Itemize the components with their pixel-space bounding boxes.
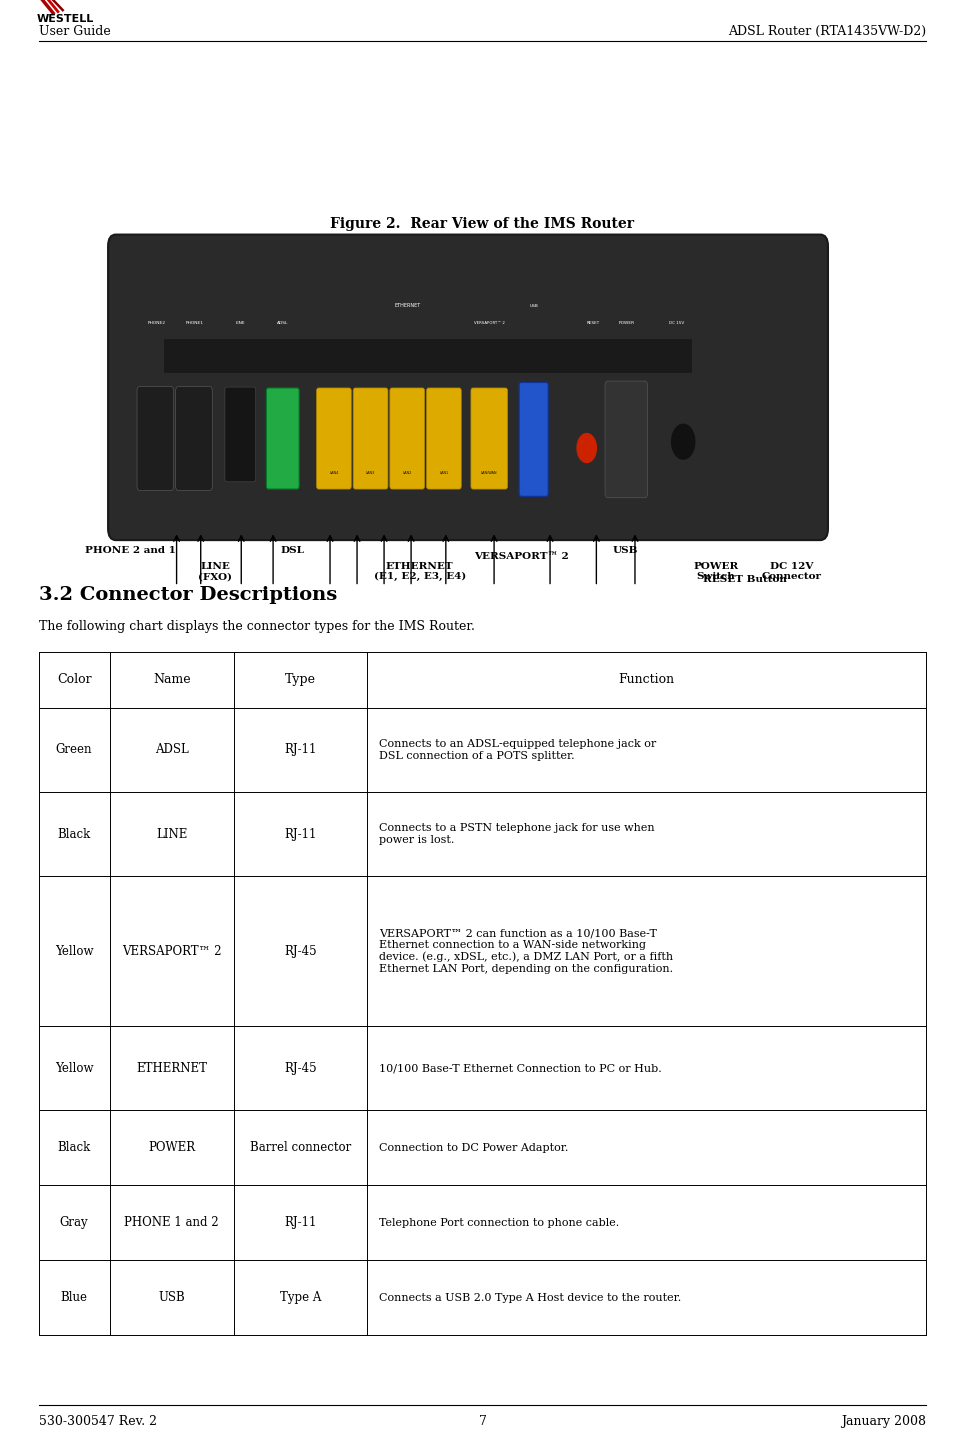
Text: Black: Black bbox=[58, 828, 91, 841]
Text: Color: Color bbox=[57, 673, 92, 686]
Text: Function: Function bbox=[619, 673, 675, 686]
Text: RJ-45: RJ-45 bbox=[284, 1061, 317, 1074]
Text: Connection to DC Power Adaptor.: Connection to DC Power Adaptor. bbox=[378, 1142, 568, 1153]
Text: DC 12V
Connector: DC 12V Connector bbox=[761, 562, 821, 581]
FancyBboxPatch shape bbox=[605, 381, 648, 498]
Text: RJ-11: RJ-11 bbox=[285, 828, 317, 841]
Text: LAN1: LAN1 bbox=[439, 471, 449, 475]
FancyBboxPatch shape bbox=[390, 388, 425, 489]
Text: POWER: POWER bbox=[149, 1141, 195, 1154]
Text: Type A: Type A bbox=[280, 1292, 321, 1305]
Text: ADSL Router (RTA1435VW-D2): ADSL Router (RTA1435VW-D2) bbox=[729, 26, 926, 38]
FancyBboxPatch shape bbox=[266, 388, 299, 489]
Text: The following chart displays the connector types for the IMS Router.: The following chart displays the connect… bbox=[39, 620, 475, 633]
Circle shape bbox=[577, 433, 596, 462]
Text: LAN3: LAN3 bbox=[366, 471, 375, 475]
Text: USB: USB bbox=[613, 546, 638, 555]
Text: Green: Green bbox=[56, 743, 93, 756]
Text: LAN4: LAN4 bbox=[329, 471, 339, 475]
Text: PHONE1: PHONE1 bbox=[186, 321, 204, 326]
Text: Telephone Port connection to phone cable.: Telephone Port connection to phone cable… bbox=[378, 1218, 619, 1228]
Text: PHONE 2 and 1: PHONE 2 and 1 bbox=[85, 546, 176, 555]
Text: LAN2: LAN2 bbox=[402, 471, 412, 475]
Text: VERSAPORT™ 2 can function as a 10/100 Base-T
Ethernet connection to a WAN-side n: VERSAPORT™ 2 can function as a 10/100 Ba… bbox=[378, 928, 673, 975]
Text: ETHERNET: ETHERNET bbox=[394, 303, 421, 308]
Text: User Guide: User Guide bbox=[39, 26, 110, 38]
Text: RESET Button: RESET Button bbox=[703, 575, 786, 584]
Text: 7: 7 bbox=[479, 1416, 486, 1428]
Text: VERSAPORT™ 2: VERSAPORT™ 2 bbox=[474, 552, 568, 560]
Text: Yellow: Yellow bbox=[55, 944, 94, 957]
Text: Name: Name bbox=[153, 673, 190, 686]
Text: Figure 2.  Rear View of the IMS Router: Figure 2. Rear View of the IMS Router bbox=[330, 217, 635, 232]
Text: ETHERNET: ETHERNET bbox=[136, 1061, 207, 1074]
Text: LINE: LINE bbox=[156, 828, 187, 841]
FancyBboxPatch shape bbox=[176, 387, 212, 491]
Text: 10/100 Base-T Ethernet Connection to PC or Hub.: 10/100 Base-T Ethernet Connection to PC … bbox=[378, 1063, 661, 1073]
Text: RJ-11: RJ-11 bbox=[285, 1216, 317, 1229]
Text: ADSL: ADSL bbox=[155, 743, 188, 756]
FancyBboxPatch shape bbox=[471, 388, 508, 489]
Text: Connects to an ADSL-equipped telephone jack or
DSL connection of a POTS splitter: Connects to an ADSL-equipped telephone j… bbox=[378, 738, 656, 760]
FancyBboxPatch shape bbox=[427, 388, 461, 489]
Circle shape bbox=[672, 424, 695, 459]
Text: PHONE2: PHONE2 bbox=[148, 321, 165, 326]
Text: 3.2 Connector Descriptions: 3.2 Connector Descriptions bbox=[39, 586, 337, 604]
Text: VERSAPORT™ 2: VERSAPORT™ 2 bbox=[474, 321, 505, 326]
FancyBboxPatch shape bbox=[353, 388, 388, 489]
Text: 530-300547 Rev. 2: 530-300547 Rev. 2 bbox=[39, 1416, 156, 1428]
Text: Barrel connector: Barrel connector bbox=[250, 1141, 351, 1154]
Text: Type: Type bbox=[285, 673, 316, 686]
Text: RJ-11: RJ-11 bbox=[285, 743, 317, 756]
Text: Connects a USB 2.0 Type A Host device to the router.: Connects a USB 2.0 Type A Host device to… bbox=[378, 1293, 681, 1303]
Text: ADSL: ADSL bbox=[277, 321, 289, 326]
Text: DSL: DSL bbox=[281, 546, 304, 555]
FancyBboxPatch shape bbox=[317, 388, 351, 489]
Text: Connects to a PSTN telephone jack for use when
power is lost.: Connects to a PSTN telephone jack for us… bbox=[378, 824, 654, 846]
Text: PHONE 1 and 2: PHONE 1 and 2 bbox=[124, 1216, 219, 1229]
Bar bbox=[164, 339, 693, 374]
Text: LINE: LINE bbox=[235, 321, 245, 326]
Text: USB: USB bbox=[158, 1292, 185, 1305]
Text: LAN/WAN: LAN/WAN bbox=[481, 471, 498, 475]
Text: Blue: Blue bbox=[61, 1292, 88, 1305]
Text: POWER: POWER bbox=[619, 321, 634, 326]
FancyBboxPatch shape bbox=[137, 387, 174, 491]
Text: Black: Black bbox=[58, 1141, 91, 1154]
Text: ETHERNET
(E1, E2, E3, E4): ETHERNET (E1, E2, E3, E4) bbox=[373, 562, 466, 582]
Text: RESET: RESET bbox=[587, 321, 600, 326]
Text: USB: USB bbox=[529, 304, 538, 308]
FancyBboxPatch shape bbox=[108, 235, 828, 540]
Text: LINE
(FXO): LINE (FXO) bbox=[198, 562, 233, 581]
FancyBboxPatch shape bbox=[225, 387, 256, 482]
Text: WESTELL: WESTELL bbox=[37, 14, 94, 25]
Text: POWER
Switch: POWER Switch bbox=[694, 562, 738, 581]
Text: VERSAPORT™ 2: VERSAPORT™ 2 bbox=[122, 944, 222, 957]
Text: DC 15V: DC 15V bbox=[669, 321, 684, 326]
Text: RJ-45: RJ-45 bbox=[284, 944, 317, 957]
Text: Yellow: Yellow bbox=[55, 1061, 94, 1074]
FancyBboxPatch shape bbox=[519, 382, 548, 497]
Text: January 2008: January 2008 bbox=[841, 1416, 926, 1428]
Text: Gray: Gray bbox=[60, 1216, 89, 1229]
